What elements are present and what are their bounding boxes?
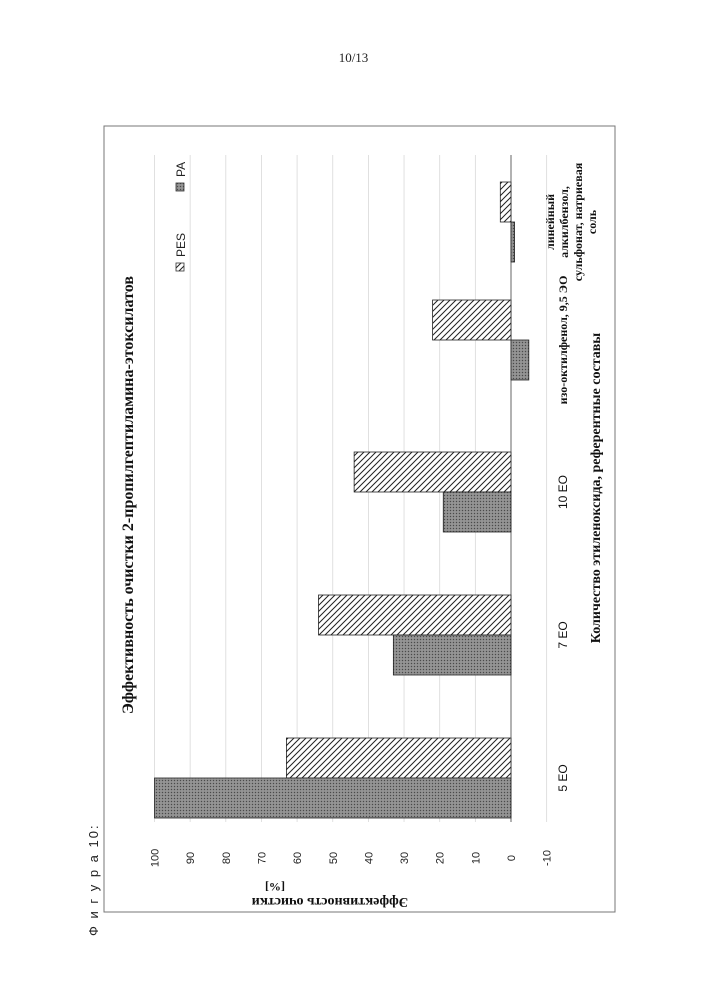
y-tick-label: 60	[292, 852, 304, 864]
y-axis-unit: [%]	[265, 880, 285, 894]
category-label: 10 EO	[556, 475, 570, 509]
bar-pes	[500, 182, 511, 222]
figure-label: Ф и г у р а 10:	[86, 823, 101, 936]
legend-label-pes: PES	[174, 233, 188, 257]
y-tick-label: 80	[221, 852, 233, 864]
category-label: 5 EO	[556, 764, 570, 791]
bar-pes	[286, 738, 511, 778]
y-axis-ticks: -10 0 10 20 30 40 50 60 70 80 90 100	[150, 849, 554, 867]
bar-pa	[393, 635, 511, 675]
y-tick-label: 0	[506, 855, 518, 861]
bar-pa	[511, 340, 529, 380]
bar-pa	[511, 222, 515, 262]
category-label: 7 EO	[556, 621, 570, 648]
bar-pes	[433, 300, 511, 340]
y-tick-label: 40	[363, 852, 375, 864]
x-axis-label: Количество этиленоксида, референтные сос…	[589, 333, 604, 643]
y-tick-label: 30	[399, 852, 411, 864]
category-label: линейныйалкилбензол,сульфонат, натриевая…	[543, 162, 599, 281]
bars	[155, 182, 529, 818]
y-axis-label: Эффективность очистки	[252, 894, 409, 909]
legend: PES PA	[174, 162, 188, 271]
legend-swatch-pa	[176, 183, 184, 191]
category-label: изо-октилфенол, 9,5 ЭО	[556, 276, 570, 405]
y-tick-label: 50	[328, 852, 340, 864]
bar-pa	[155, 778, 512, 818]
y-tick-label: -10	[542, 850, 554, 866]
y-tick-label: 100	[150, 849, 162, 867]
bar-pes	[318, 595, 511, 635]
y-tick-label: 20	[435, 852, 447, 864]
bar-pa	[443, 492, 511, 532]
chart-title: Эффективность очистки 2-пропилгептиламин…	[120, 276, 137, 714]
legend-swatch-pes	[176, 263, 184, 271]
y-tick-label: 10	[470, 852, 482, 864]
legend-label-pa: PA	[174, 162, 188, 177]
y-tick-label: 90	[185, 852, 197, 864]
y-tick-label: 70	[256, 852, 268, 864]
bar-pes	[354, 452, 511, 492]
